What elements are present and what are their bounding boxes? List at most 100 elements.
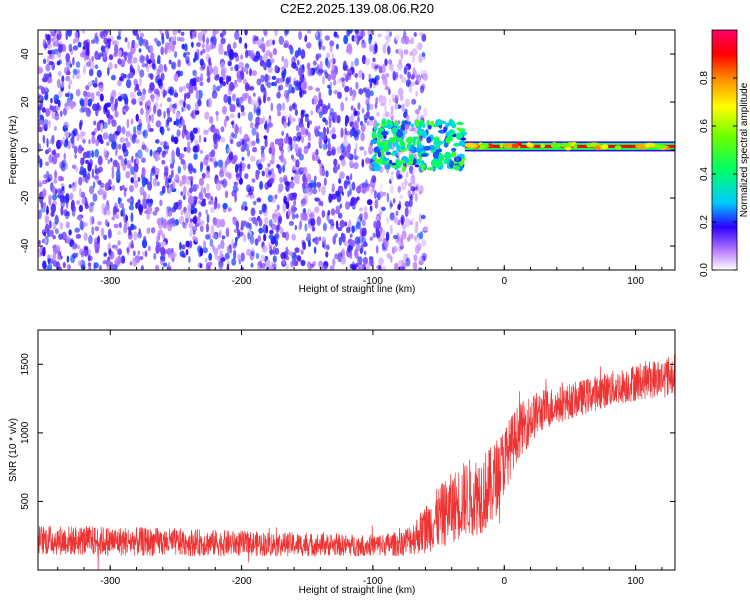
heatmap-cell xyxy=(219,250,223,258)
heatmap-cell xyxy=(281,232,287,238)
heatmap-cell xyxy=(291,233,297,241)
heatmap-cell xyxy=(385,231,390,242)
heatmap-cell xyxy=(325,105,330,110)
heatmap-cell xyxy=(366,121,370,126)
heatmap-cell xyxy=(83,64,86,75)
heatmap-cell xyxy=(54,228,59,235)
heatmap-cell xyxy=(138,36,144,47)
heatmap-cell xyxy=(274,209,278,213)
heatmap-cell xyxy=(64,92,70,98)
heatmap-cell xyxy=(47,50,53,55)
heatmap-cell xyxy=(351,96,356,101)
heatmap-cell xyxy=(345,175,350,181)
heatmap-cell xyxy=(407,71,411,80)
heatmap-cell xyxy=(72,68,78,76)
heatmap-cell xyxy=(116,35,122,40)
heatmap-cell xyxy=(295,213,299,219)
heatmap-cell xyxy=(107,159,111,165)
heatmap-cell xyxy=(198,221,201,227)
heatmap-cell xyxy=(203,129,209,135)
spec-xtick-label: 0 xyxy=(501,276,507,287)
heatmap-cell xyxy=(303,147,309,154)
heatmap-cell xyxy=(255,50,261,59)
heatmap-cell xyxy=(185,51,191,56)
heatmap-cell xyxy=(104,219,108,227)
heatmap-cell xyxy=(279,176,284,183)
heatmap-cell xyxy=(196,48,200,56)
heatmap-cell xyxy=(486,143,494,149)
heatmap-cell xyxy=(344,115,350,124)
heatmap-cell xyxy=(204,111,210,120)
heatmap-cell xyxy=(215,161,219,167)
heatmap-cell xyxy=(192,216,198,224)
heatmap-cell xyxy=(124,220,127,225)
heatmap-cell xyxy=(260,83,265,93)
heatmap-cell xyxy=(594,145,601,151)
heatmap-cell xyxy=(306,62,311,70)
heatmap-cell xyxy=(384,58,388,67)
heatmap-cell xyxy=(80,157,85,166)
heatmap-cell xyxy=(249,235,255,245)
heatmap-cell xyxy=(218,262,224,270)
heatmap-cell xyxy=(79,99,85,107)
heatmap-cell xyxy=(44,213,49,223)
heatmap-cell xyxy=(349,249,353,260)
heatmap-cell xyxy=(120,158,125,167)
heatmap-cell xyxy=(74,180,78,188)
heatmap-cell xyxy=(88,235,93,245)
heatmap-cell xyxy=(98,166,103,173)
heatmap-cell xyxy=(287,208,291,218)
heatmap-cell xyxy=(232,133,238,139)
heatmap-cell xyxy=(290,205,296,214)
heatmap-cell xyxy=(95,54,100,59)
heatmap-cell xyxy=(260,74,265,83)
heatmap-cell xyxy=(122,256,125,264)
heatmap-cell xyxy=(385,151,392,156)
heatmap-cell xyxy=(332,58,336,65)
heatmap-cell xyxy=(114,102,118,112)
heatmap-cell xyxy=(268,147,272,155)
heatmap-cell xyxy=(124,157,127,166)
heatmap-cell xyxy=(404,98,410,108)
heatmap-cell xyxy=(130,177,134,184)
heatmap-cell xyxy=(347,190,350,198)
heatmap-cell xyxy=(91,39,95,44)
heatmap-cell xyxy=(48,194,53,200)
heatmap-cell xyxy=(241,220,248,227)
heatmap-cell xyxy=(394,121,399,126)
heatmap-cell xyxy=(292,103,296,109)
heatmap-cell xyxy=(359,248,363,254)
heatmap-cell xyxy=(381,74,386,80)
heatmap-cell xyxy=(111,184,116,192)
heatmap-cell xyxy=(209,238,214,247)
heatmap-cell xyxy=(56,254,62,261)
heatmap-cell xyxy=(451,151,457,158)
heatmap-cell xyxy=(422,73,428,81)
heatmap-cell xyxy=(171,217,175,224)
heatmap-cell xyxy=(50,53,55,61)
heatmap-cell xyxy=(341,191,345,196)
heatmap-cell xyxy=(411,217,416,224)
heatmap-cell xyxy=(147,199,153,208)
heatmap-cell xyxy=(292,135,298,142)
heatmap-cell xyxy=(87,253,91,262)
heatmap-cell xyxy=(271,195,276,204)
heatmap-cell xyxy=(397,174,403,180)
heatmap-cell xyxy=(269,265,275,270)
heatmap-cell xyxy=(350,105,354,111)
heatmap-cell xyxy=(334,233,338,238)
heatmap-cell xyxy=(141,62,146,68)
heatmap-cell xyxy=(44,91,49,98)
heatmap-cell xyxy=(251,127,257,136)
colorbar-gradient xyxy=(711,29,738,271)
heatmap-cell xyxy=(114,110,119,118)
heatmap-cell xyxy=(160,72,165,81)
heatmap-cell xyxy=(68,79,73,85)
heatmap-cell xyxy=(83,232,88,241)
heatmap-cell xyxy=(56,30,60,35)
colorbar-tick-label: 0.8 xyxy=(699,71,710,85)
heatmap-cell xyxy=(430,120,435,127)
heatmap-cell xyxy=(369,103,374,111)
heatmap-cell xyxy=(292,257,297,267)
heatmap-cell xyxy=(218,180,225,185)
